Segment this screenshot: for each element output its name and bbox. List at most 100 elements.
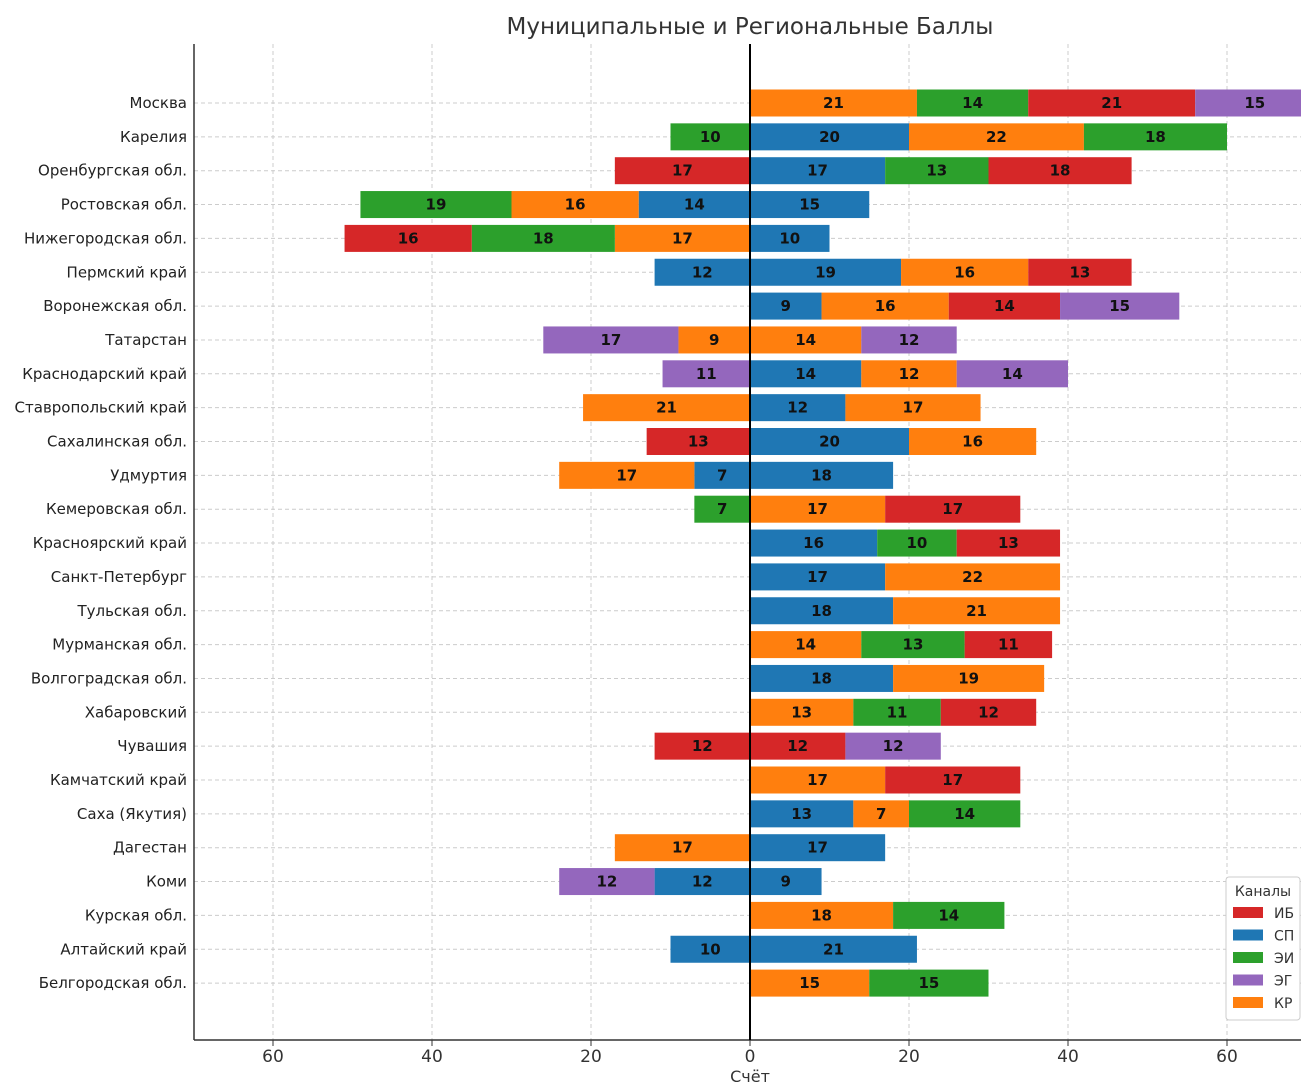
bar-segment-СП bbox=[694, 461, 750, 489]
bar-segment-ЭГ bbox=[1195, 89, 1301, 117]
category-label: Волгоградская обл. bbox=[31, 669, 187, 687]
bar-segment-КР bbox=[750, 766, 886, 794]
category-label: Белгородская обл. bbox=[39, 974, 187, 992]
bar-segment-ИБ bbox=[654, 732, 750, 760]
bar-segment-СП bbox=[670, 935, 750, 963]
category-label: Ставропольский край bbox=[15, 399, 187, 417]
bar-segment-СП bbox=[638, 191, 750, 219]
bar-value-label: 17 bbox=[807, 162, 828, 180]
bar-segment-СП bbox=[750, 292, 822, 320]
bar-value-label: 17 bbox=[807, 771, 828, 789]
bar-segment-ИБ bbox=[344, 224, 472, 252]
bar-segment-СП bbox=[654, 868, 750, 896]
bar-value-label: 11 bbox=[998, 636, 1019, 654]
bar-value-label: 21 bbox=[966, 602, 987, 620]
bar-value-label: 14 bbox=[962, 94, 983, 112]
bar-segment-КР bbox=[750, 901, 894, 929]
bar-value-label: 12 bbox=[692, 737, 713, 755]
bar-value-label: 15 bbox=[918, 974, 939, 992]
bar-segment-СП bbox=[750, 800, 854, 828]
bar-segment-ЭГ bbox=[662, 360, 750, 388]
bar-segment-КР bbox=[750, 89, 917, 117]
bar-segment-ИБ bbox=[885, 766, 1021, 794]
x-axis-label: Счёт bbox=[730, 1067, 770, 1086]
bars bbox=[344, 89, 1301, 997]
bar-value-label: 22 bbox=[986, 128, 1007, 146]
x-tick-label: 0 bbox=[745, 1047, 756, 1067]
bar-value-label: 18 bbox=[1050, 162, 1071, 180]
bar-segment-КР bbox=[583, 394, 750, 422]
category-label: Карелия bbox=[120, 128, 187, 146]
category-label: Саха (Якутия) bbox=[77, 805, 187, 823]
bar-segment-КР bbox=[893, 664, 1045, 692]
legend-swatch-ЭИ bbox=[1233, 952, 1263, 963]
bar-value-label: 14 bbox=[994, 297, 1015, 315]
bar-segment-СП bbox=[750, 394, 846, 422]
bar-segment-ЭИ bbox=[877, 529, 957, 557]
bar-segment-КР bbox=[893, 597, 1061, 625]
legend-label: СП bbox=[1274, 929, 1294, 945]
axes bbox=[193, 44, 1301, 1046]
bar-segment-СП bbox=[750, 258, 902, 286]
bar-value-label: 17 bbox=[672, 839, 693, 857]
category-label: Удмуртия bbox=[110, 466, 187, 484]
category-label: Татарстан bbox=[104, 331, 187, 349]
bar-value-label: 19 bbox=[958, 669, 979, 687]
category-label: Санкт-Петербург bbox=[51, 568, 187, 586]
bar-segment-ИБ bbox=[988, 157, 1132, 185]
bar-segment-ИБ bbox=[614, 157, 750, 185]
bar-value-label: 12 bbox=[978, 703, 999, 721]
bar-value-label: 19 bbox=[426, 196, 447, 214]
bar-segment-КР bbox=[909, 428, 1037, 455]
category-label: Чувашия bbox=[117, 737, 187, 755]
bar-segment-ИБ bbox=[948, 292, 1061, 320]
bar-value-label: 21 bbox=[656, 399, 677, 417]
bar-segment-СП bbox=[750, 597, 894, 625]
bar-value-label: 7 bbox=[717, 500, 727, 518]
legend-label: ЭГ bbox=[1274, 974, 1292, 990]
legend-title: Каналы bbox=[1235, 884, 1291, 900]
bar-value-label: 15 bbox=[1109, 297, 1130, 315]
bar-segment-ЭИ bbox=[471, 224, 615, 252]
bar-segment-СП bbox=[750, 834, 886, 862]
bar-value-label: 15 bbox=[799, 974, 820, 992]
bar-value-label: 18 bbox=[811, 466, 832, 484]
bar-value-label: 10 bbox=[700, 940, 721, 958]
bar-segment-ЭГ bbox=[559, 868, 655, 896]
bar-segment-КР bbox=[678, 326, 750, 354]
bar-value-label: 13 bbox=[926, 162, 947, 180]
bar-segment-КР bbox=[845, 394, 981, 422]
bar-value-label: 16 bbox=[962, 433, 983, 451]
bar-value-label: 12 bbox=[692, 873, 713, 891]
bar-value-label: 18 bbox=[811, 906, 832, 924]
bar-segment-ЭИ bbox=[909, 800, 1021, 828]
bar-value-label: 13 bbox=[791, 805, 812, 823]
bar-segment-КР bbox=[885, 563, 1061, 591]
category-label: Курская обл. bbox=[85, 906, 187, 924]
bar-segment-ИБ bbox=[750, 732, 846, 760]
bar-value-label: 12 bbox=[899, 365, 920, 383]
bar-value-label: 7 bbox=[876, 805, 886, 823]
bar-segment-ЭИ bbox=[360, 191, 512, 219]
bar-segment-КР bbox=[861, 360, 957, 388]
bar-value-label: 13 bbox=[998, 534, 1019, 552]
bar-value-label: 17 bbox=[942, 500, 963, 518]
bar-segment-КР bbox=[750, 326, 862, 354]
bar-value-label: 17 bbox=[672, 162, 693, 180]
bar-value-label: 9 bbox=[781, 873, 791, 891]
bar-segment-КР bbox=[614, 224, 750, 252]
bar-value-label: 15 bbox=[799, 196, 820, 214]
bar-value-label: 17 bbox=[807, 839, 828, 857]
bar-segment-КР bbox=[901, 258, 1029, 286]
bar-segment-ЭИ bbox=[916, 89, 1029, 117]
bar-segment-ЭГ bbox=[543, 326, 679, 354]
bar-segment-СП bbox=[750, 664, 894, 692]
bar-segment-ЭГ bbox=[956, 360, 1068, 388]
bar-segment-СП bbox=[750, 191, 870, 219]
bar-segment-СП bbox=[654, 258, 750, 286]
bar-segment-СП bbox=[750, 461, 894, 489]
bar-value-label: 12 bbox=[596, 873, 617, 891]
bar-value-label: 14 bbox=[795, 331, 816, 349]
category-label: Камчатский край bbox=[50, 771, 187, 789]
